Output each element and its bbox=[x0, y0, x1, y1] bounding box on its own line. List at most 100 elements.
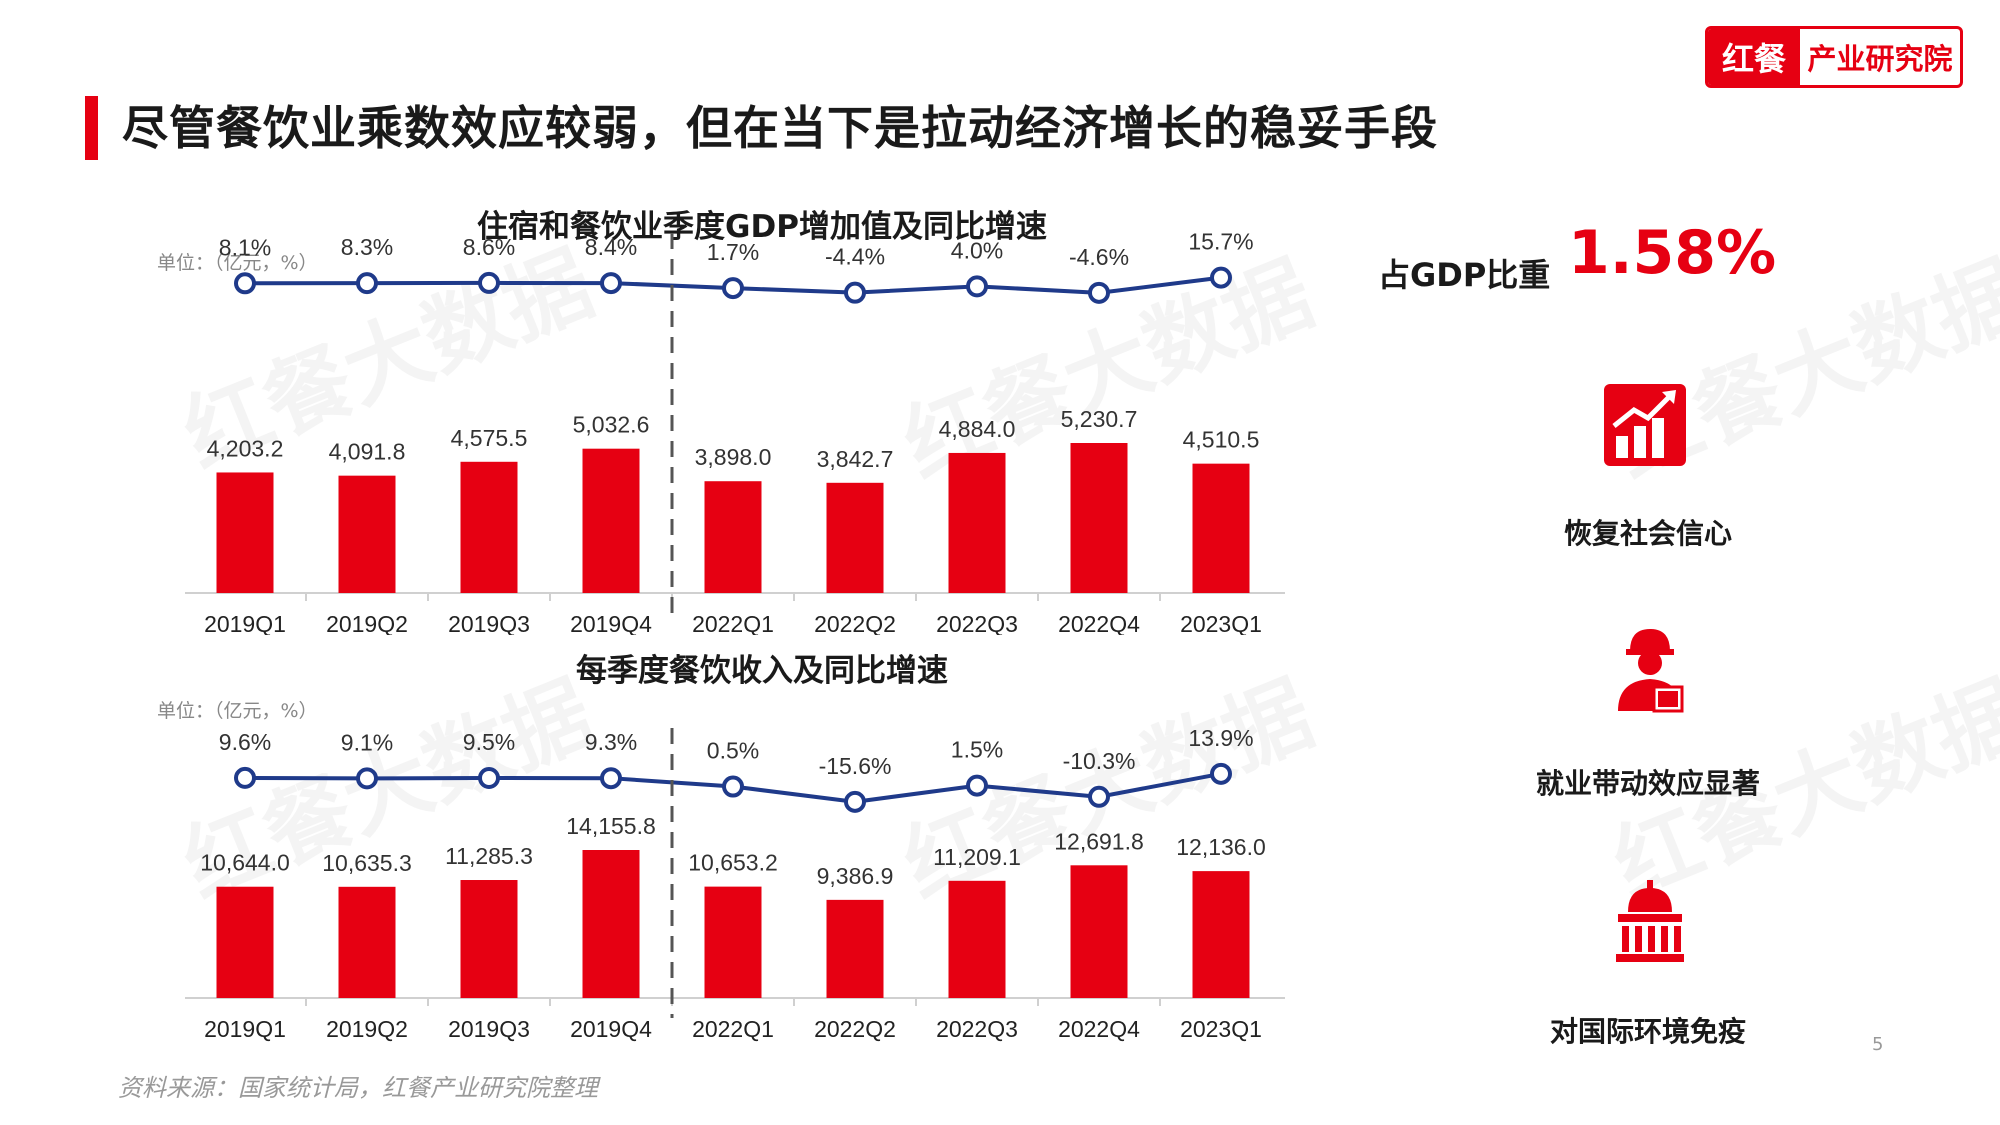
growth-label: 13.9% bbox=[1188, 725, 1253, 751]
x-tick-label: 2019Q1 bbox=[204, 1016, 286, 1042]
gdp-share-value: 1.58% bbox=[1568, 218, 1777, 288]
x-tick-label: 2022Q4 bbox=[1058, 611, 1140, 635]
x-tick-label: 2023Q1 bbox=[1180, 1016, 1262, 1042]
x-tick-label: 2019Q2 bbox=[326, 1016, 408, 1042]
bar bbox=[338, 475, 396, 593]
x-tick-label: 2022Q3 bbox=[936, 1016, 1018, 1042]
x-tick-label: 2023Q1 bbox=[1180, 611, 1262, 635]
growth-point bbox=[966, 275, 988, 298]
bar-value-label: 12,691.8 bbox=[1054, 828, 1144, 854]
x-tick-label: 2019Q1 bbox=[204, 611, 286, 635]
growth-point bbox=[1088, 281, 1110, 304]
growth-label: 4.0% bbox=[951, 237, 1003, 263]
growth-point bbox=[234, 766, 256, 789]
growth-point bbox=[234, 272, 256, 295]
growth-label: -15.6% bbox=[819, 753, 892, 779]
growth-point bbox=[600, 767, 622, 790]
growth-label: 9.5% bbox=[463, 729, 515, 755]
growth-label: -4.4% bbox=[825, 244, 885, 270]
x-tick-label: 2022Q1 bbox=[692, 611, 774, 635]
bar bbox=[216, 472, 274, 593]
page-title: 尽管餐饮业乘数效应较弱，但在当下是拉动经济增长的稳妥手段 bbox=[122, 101, 1438, 155]
growth-point bbox=[1210, 266, 1232, 289]
growth-label: 8.1% bbox=[219, 234, 271, 260]
x-tick-label: 2022Q2 bbox=[814, 1016, 896, 1042]
bar-value-label: 3,898.0 bbox=[695, 444, 772, 470]
bar bbox=[216, 886, 274, 998]
source-note: 资料来源：国家统计局，红餐产业研究院整理 bbox=[118, 1074, 598, 1102]
x-tick-label: 2019Q4 bbox=[570, 611, 652, 635]
bar-value-label: 11,285.3 bbox=[445, 843, 533, 869]
growth-point bbox=[722, 775, 744, 798]
bar bbox=[582, 850, 640, 998]
side-item-immunity: 对国际环境免疫 bbox=[1549, 1015, 1746, 1048]
x-tick-label: 2019Q4 bbox=[570, 1016, 652, 1042]
chart-title: 住宿和餐饮业季度GDP增加值及同比增速 bbox=[477, 209, 1047, 245]
bar bbox=[1070, 443, 1128, 593]
x-tick-label: 2019Q3 bbox=[448, 1016, 530, 1042]
growth-label: 8.3% bbox=[341, 234, 393, 260]
x-tick-label: 2022Q1 bbox=[692, 1016, 774, 1042]
side-item-confidence: 恢复社会信心 bbox=[1563, 517, 1732, 550]
bar bbox=[1070, 865, 1128, 998]
bar-value-label: 10,653.2 bbox=[688, 850, 778, 876]
growth-point bbox=[478, 767, 500, 789]
x-tick-label: 2022Q4 bbox=[1058, 1016, 1140, 1042]
title-accent-bar bbox=[85, 96, 98, 160]
bar bbox=[1192, 463, 1250, 593]
growth-label: 9.3% bbox=[585, 729, 637, 755]
x-tick-label: 2022Q3 bbox=[936, 611, 1018, 635]
bar-value-label: 3,842.7 bbox=[817, 446, 894, 472]
bar-value-label: 4,091.8 bbox=[329, 439, 406, 465]
growth-label: -4.6% bbox=[1069, 244, 1129, 270]
bar bbox=[826, 899, 884, 998]
growth-point bbox=[722, 277, 744, 300]
growth-point bbox=[844, 281, 866, 304]
growth-label: 1.5% bbox=[951, 737, 1003, 763]
bar-value-label: 12,136.0 bbox=[1176, 834, 1266, 860]
logo-mark: 红餐 bbox=[1708, 29, 1800, 85]
growth-point bbox=[1088, 785, 1110, 808]
brand-logo: 红餐 产业研究院 bbox=[1705, 26, 1963, 88]
gdp-share-label: 占GDP比重 bbox=[1378, 256, 1551, 294]
growth-point bbox=[966, 774, 988, 797]
bar-value-label: 4,510.5 bbox=[1183, 427, 1260, 453]
bar-value-label: 11,209.1 bbox=[933, 844, 1021, 870]
growth-point bbox=[844, 790, 866, 813]
side-item-employment: 就业带动效应显著 bbox=[1535, 767, 1760, 800]
bar-value-label: 10,644.0 bbox=[200, 850, 290, 876]
growth-point bbox=[1210, 762, 1232, 785]
bar bbox=[460, 461, 518, 593]
delivery-worker-icon bbox=[1618, 629, 1684, 713]
growth-label: 8.4% bbox=[585, 234, 637, 260]
unit-label: 单位：（亿元，%） bbox=[157, 252, 318, 274]
bar bbox=[460, 880, 518, 998]
growth-label: 9.1% bbox=[341, 729, 393, 755]
unit-label: 单位：（亿元，%） bbox=[157, 700, 318, 722]
bar bbox=[1192, 871, 1250, 998]
growth-label: -10.3% bbox=[1063, 748, 1136, 774]
government-building-icon bbox=[1616, 880, 1684, 962]
growth-point bbox=[356, 272, 378, 295]
bar bbox=[338, 886, 396, 998]
bar bbox=[704, 481, 762, 593]
bar bbox=[948, 880, 1006, 998]
bar-value-label: 10,635.3 bbox=[322, 850, 412, 876]
x-tick-label: 2019Q3 bbox=[448, 611, 530, 635]
bar bbox=[948, 452, 1006, 593]
bar-value-label: 4,203.2 bbox=[207, 435, 284, 461]
bar-chart-up-icon bbox=[1604, 384, 1686, 466]
bar-value-label: 14,155.8 bbox=[566, 813, 656, 839]
page-number: 5 bbox=[1872, 1034, 1884, 1055]
x-tick-label: 2019Q2 bbox=[326, 611, 408, 635]
bar bbox=[704, 886, 762, 998]
bar-value-label: 5,032.6 bbox=[573, 412, 650, 438]
growth-label: 9.6% bbox=[219, 729, 271, 755]
x-tick-label: 2022Q2 bbox=[814, 611, 896, 635]
bar bbox=[582, 448, 640, 593]
bar-value-label: 5,230.7 bbox=[1061, 406, 1138, 432]
growth-label: 1.7% bbox=[707, 239, 759, 265]
growth-point bbox=[478, 271, 500, 294]
growth-label: 8.6% bbox=[463, 234, 515, 260]
